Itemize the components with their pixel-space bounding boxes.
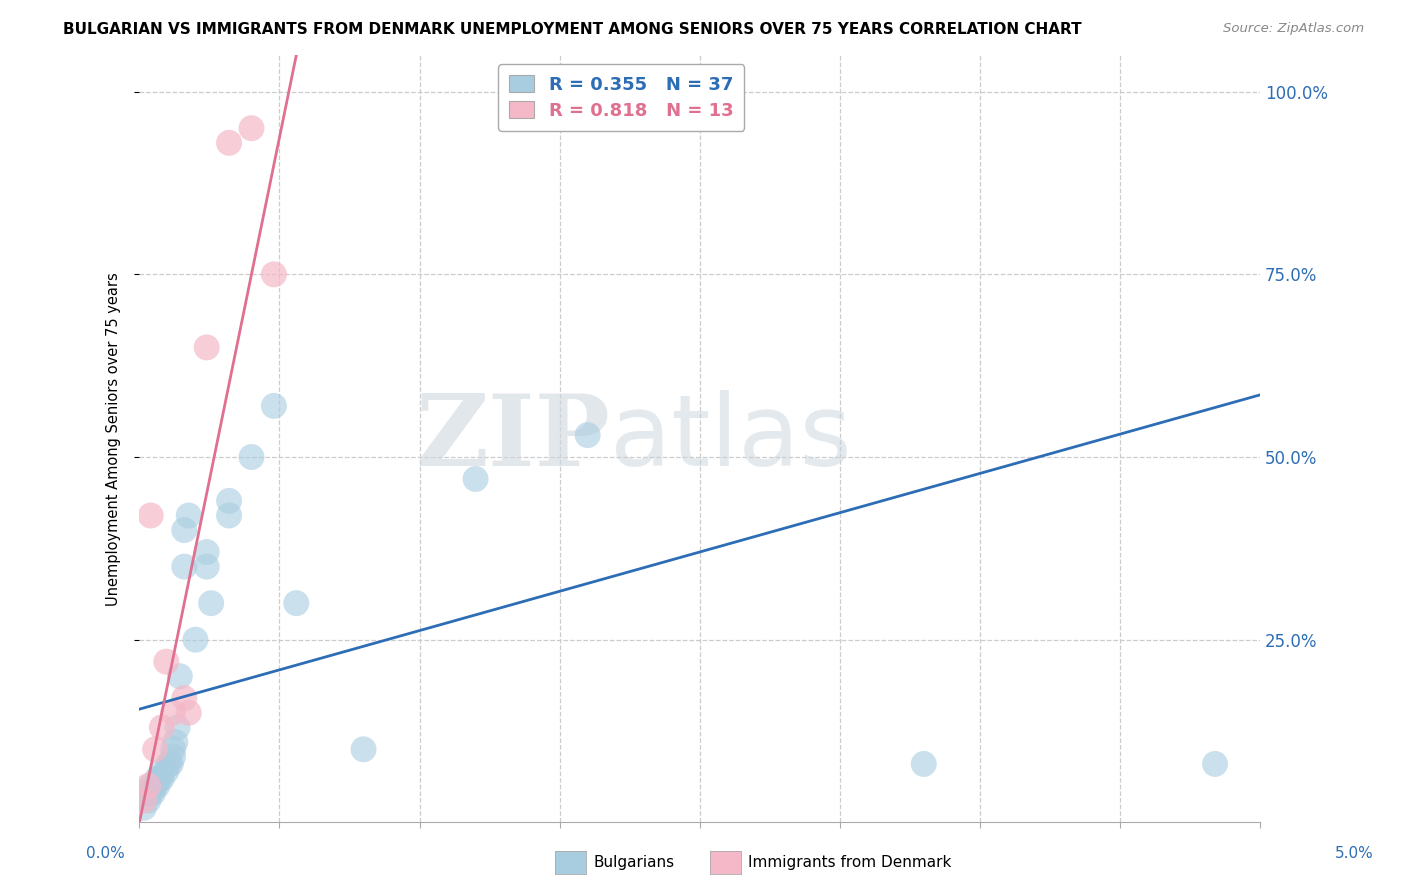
Text: Source: ZipAtlas.com: Source: ZipAtlas.com [1223,22,1364,36]
Point [1204,756,1226,771]
Point [139,786,162,800]
Point [155,655,177,669]
Text: Immigrants from Denmark: Immigrants from Denmark [748,855,952,870]
Point [142,786,165,800]
Point [576,428,599,442]
Point [143,742,166,756]
Point [159,756,181,771]
Point [173,559,195,574]
Point [150,772,173,786]
Point [150,764,173,779]
Point [218,136,240,150]
Point [169,669,191,683]
Point [143,779,166,793]
Point [184,632,207,647]
Point [912,756,935,771]
Point [138,779,160,793]
Point [162,749,184,764]
Text: ZIP: ZIP [415,391,610,487]
Text: 0.0%: 0.0% [86,847,125,861]
Point [218,494,240,508]
Point [149,772,172,786]
Point [139,779,162,793]
Point [173,691,195,706]
Point [353,742,375,756]
Point [162,706,184,720]
Point [150,720,173,734]
Point [195,559,218,574]
Text: BULGARIAN VS IMMIGRANTS FROM DENMARK UNEMPLOYMENT AMONG SENIORS OVER 75 YEARS CO: BULGARIAN VS IMMIGRANTS FROM DENMARK UNE… [63,22,1081,37]
Point [155,764,177,779]
Point [464,472,486,486]
Text: atlas: atlas [610,391,852,487]
Point [165,735,187,749]
Point [132,793,155,807]
Point [132,801,155,815]
Point [240,121,263,136]
Point [195,340,218,354]
Point [218,508,240,523]
Text: Bulgarians: Bulgarians [593,855,675,870]
Point [173,523,195,537]
Point [157,756,180,771]
Text: 5.0%: 5.0% [1334,847,1374,861]
Y-axis label: Unemployment Among Seniors over 75 years: Unemployment Among Seniors over 75 years [107,272,121,606]
Point [146,772,169,786]
Point [263,399,285,413]
Point [177,508,200,523]
Point [195,545,218,559]
Point [135,786,157,800]
Point [200,596,222,610]
Point [139,508,162,523]
Point [263,268,285,282]
Point [146,779,169,793]
Point [177,706,200,720]
Point [285,596,308,610]
Point [240,450,263,464]
Legend: R = 0.355   N = 37, R = 0.818   N = 13: R = 0.355 N = 37, R = 0.818 N = 13 [498,64,744,130]
Point [138,793,160,807]
Point [162,742,184,756]
Point [166,720,188,734]
